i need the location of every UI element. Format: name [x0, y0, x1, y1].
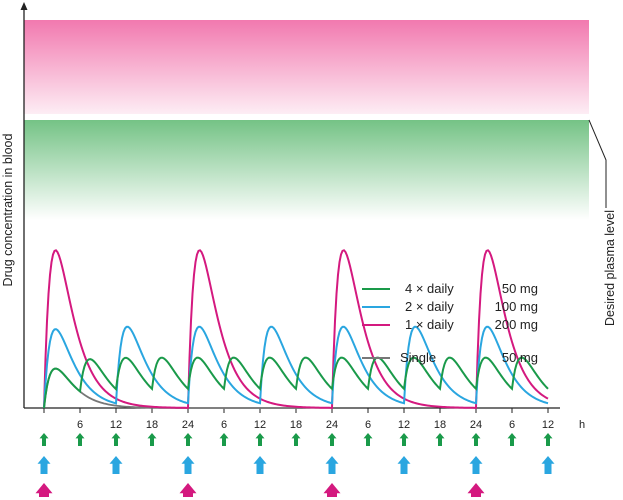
dose-arrow-icon — [147, 433, 157, 446]
dose-arrow-icon — [253, 456, 267, 474]
x-tick-label: 18 — [434, 419, 446, 431]
dose-arrow-icon — [219, 433, 229, 446]
dose-arrow-icon — [37, 456, 51, 474]
x-tick-label: 18 — [146, 419, 158, 431]
x-tick-label: 24 — [326, 419, 338, 431]
x-tick-label: 12 — [110, 419, 122, 431]
dose-arrow-icon — [325, 456, 339, 474]
dose-arrow-icon — [541, 456, 555, 474]
series-line-2-daily — [43, 325, 549, 409]
dose-arrow-icon — [397, 456, 411, 474]
legend-dose: 50 mg — [502, 350, 538, 365]
x-tick-label: 6 — [221, 419, 227, 431]
dose-arrow-icon — [109, 456, 123, 474]
x-tick-label: 6 — [77, 419, 83, 431]
dose-arrow-icon — [75, 433, 85, 446]
series-line-4-daily — [43, 356, 549, 409]
dose-arrow-icon — [435, 433, 445, 446]
y-axis-label: Drug concentration in blood — [1, 134, 15, 287]
band-label: Desired plasma level — [603, 210, 617, 326]
x-tick-label: 24 — [470, 419, 482, 431]
dose-arrow-icon — [507, 433, 517, 446]
x-tick-label: 6 — [509, 419, 515, 431]
dose-arrow-icon — [399, 433, 409, 446]
dose-arrow-icon — [323, 483, 341, 497]
x-tick-label: 6 — [365, 419, 371, 431]
legend-dose: 200 mg — [495, 317, 538, 332]
x-tick-label: 24 — [182, 419, 194, 431]
dose-arrow-icon — [467, 483, 485, 497]
dose-arrow-icon — [111, 433, 121, 446]
toxic-band — [24, 20, 589, 114]
legend-label: 4 × daily — [405, 281, 454, 296]
legend-label: 1 × daily — [405, 317, 454, 332]
dose-arrow-icon — [543, 433, 553, 446]
x-tick-label: 18 — [290, 419, 302, 431]
legend-label: Single — [400, 350, 436, 365]
dose-arrow-icon — [255, 433, 265, 446]
dose-arrow-icon — [181, 456, 195, 474]
series-line-1-daily — [43, 249, 549, 409]
dose-arrow-icon — [471, 433, 481, 446]
x-tick-label: 12 — [542, 419, 554, 431]
dose-arrow-icon — [183, 433, 193, 446]
dose-arrow-icon — [35, 483, 53, 497]
dose-arrow-icon — [363, 433, 373, 446]
dose-arrow-icon — [469, 456, 483, 474]
dose-arrow-icon — [39, 433, 49, 446]
band-bracket — [588, 119, 607, 208]
dose-arrow-icon — [291, 433, 301, 446]
x-unit-label: h — [579, 419, 585, 431]
legend-dose: 100 mg — [495, 299, 538, 314]
x-tick-label: 12 — [254, 419, 266, 431]
y-axis-arrow — [20, 2, 28, 10]
dose-arrow-icon — [179, 483, 197, 497]
legend-label: 2 × daily — [405, 299, 454, 314]
dose-arrow-icon — [327, 433, 337, 446]
x-tick-label: 12 — [398, 419, 410, 431]
therapeutic-band — [24, 120, 589, 220]
legend-dose: 50 mg — [502, 281, 538, 296]
